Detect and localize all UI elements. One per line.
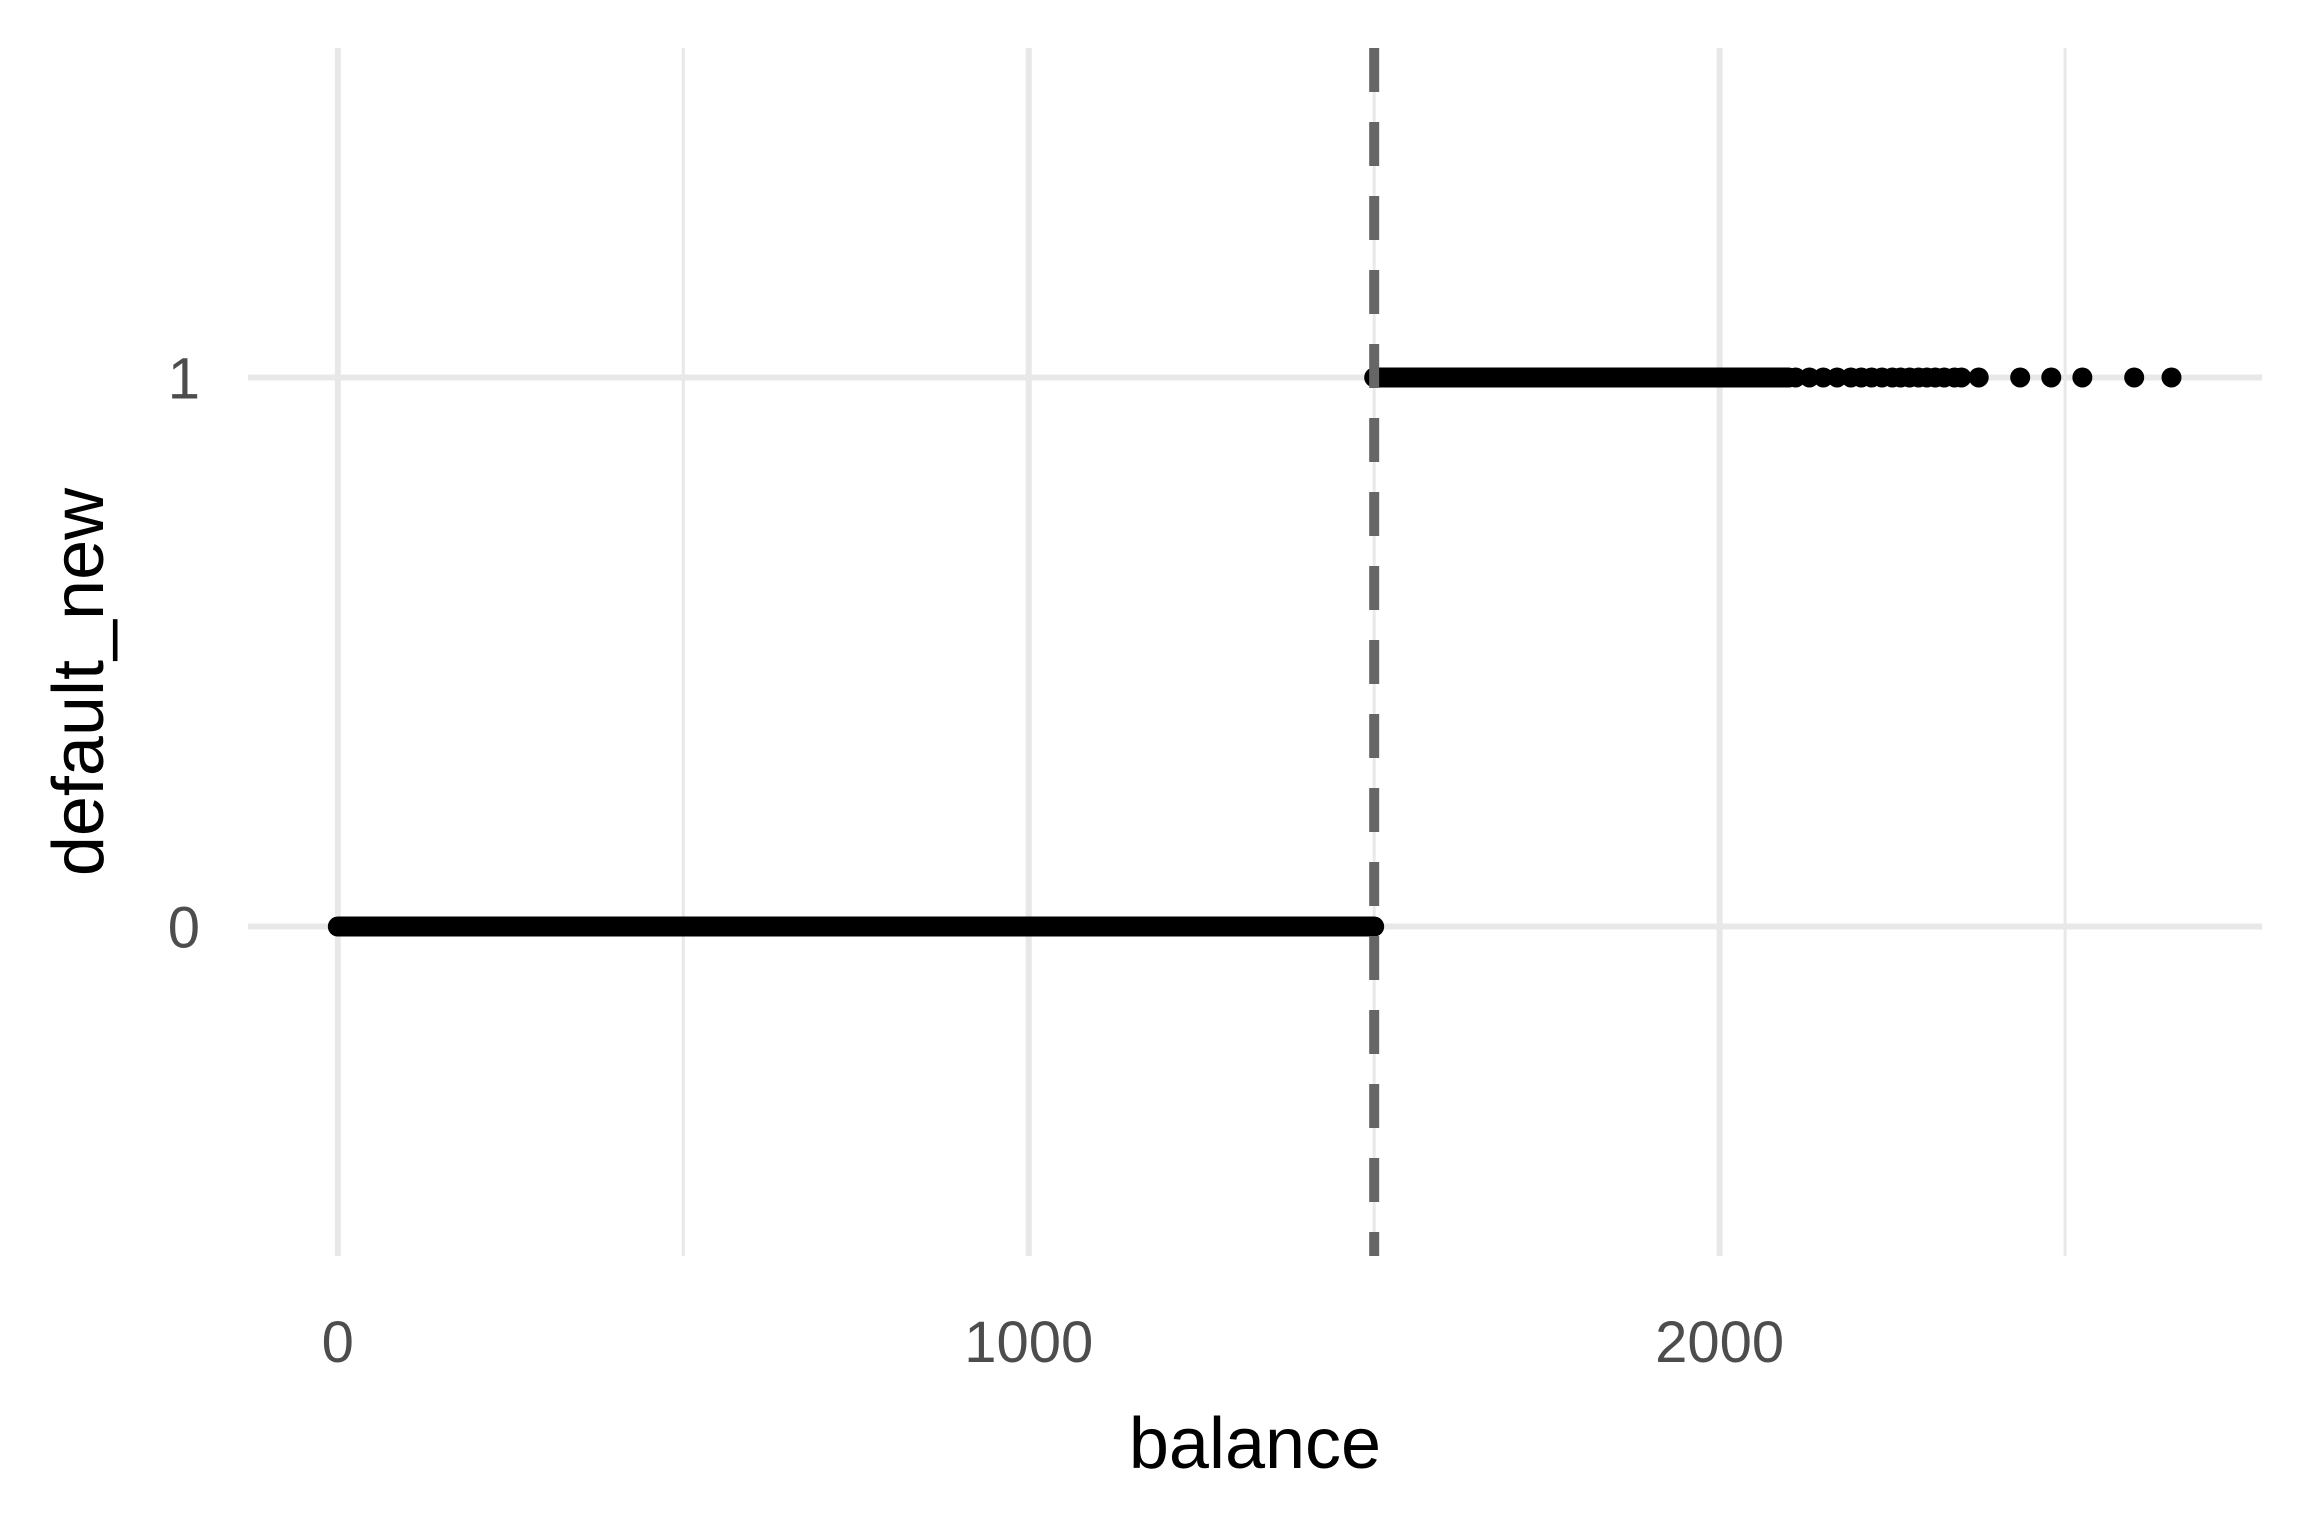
y-axis-title: default_new [39,487,119,876]
data-point [2124,367,2145,388]
data-point [1813,367,1834,388]
y-tick-label: 0 [168,896,200,961]
x-tick-labels: 0 1000 2000 [322,1310,1784,1375]
y-tick-labels: 01 [168,346,200,960]
data-points [327,367,2182,937]
x-tick-label: 0 [322,1310,354,1375]
x-tick-label: 2000 [1655,1310,1784,1375]
data-point [1827,367,1848,388]
data-point [1785,367,1806,388]
data-point [1968,367,1989,388]
data-point [1951,367,1972,388]
data-point [2161,367,2182,388]
data-point [1799,367,1820,388]
data-point [2010,367,2031,388]
x-axis-title: balance [1129,1404,1381,1484]
x-tick-label: 1000 [964,1310,1093,1375]
y-tick-label: 1 [168,346,200,411]
data-point [2072,367,2093,388]
data-point [2041,367,2062,388]
grid-lines [248,48,2262,1256]
